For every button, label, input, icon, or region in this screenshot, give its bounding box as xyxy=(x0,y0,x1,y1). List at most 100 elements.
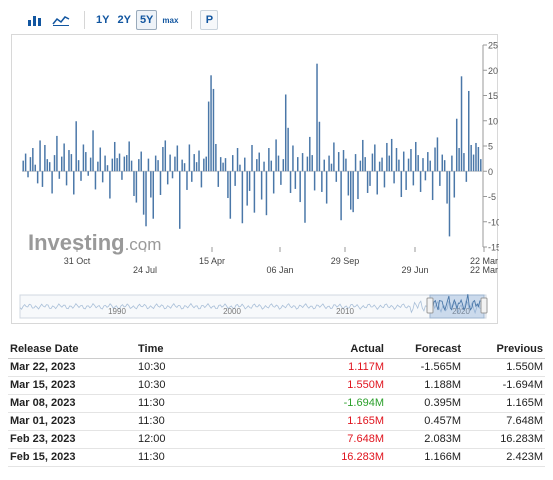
chart-bar xyxy=(280,171,282,185)
x-tick-label: 31 Oct xyxy=(64,256,91,266)
chart-bar xyxy=(48,162,51,172)
chart-bar xyxy=(405,171,407,190)
chart-bar xyxy=(157,160,159,172)
chart-bar xyxy=(345,158,347,172)
chart-bar xyxy=(342,150,345,172)
chart-bar xyxy=(371,153,374,172)
chart-bar xyxy=(236,148,239,172)
chart-bar xyxy=(181,159,183,172)
chart-bar xyxy=(374,144,376,172)
chart-bar xyxy=(65,171,68,186)
chart-bar xyxy=(195,162,198,172)
chart-bar xyxy=(210,75,212,172)
release-date: Mar 22, 2023 xyxy=(8,358,136,377)
actual-value: 7.648M xyxy=(256,430,386,449)
chart-bar xyxy=(265,171,268,216)
chart-bar xyxy=(439,171,441,186)
chart-bar xyxy=(395,148,398,172)
chart-bar xyxy=(451,155,453,172)
chart-bar xyxy=(130,160,133,172)
table-row: Mar 22, 2023 10:30 1.117M -1.565M 1.550M xyxy=(8,358,545,377)
range-max-button[interactable]: max xyxy=(162,15,179,25)
navigator-handle[interactable] xyxy=(480,297,488,314)
navigator-handle[interactable] xyxy=(426,297,434,314)
chart-bar xyxy=(263,161,265,172)
toolbar-divider xyxy=(191,11,193,29)
table-row: Mar 01, 2023 11:30 1.165M 0.457M 7.648M xyxy=(8,412,545,431)
header-actual: Actual xyxy=(256,340,386,359)
range-1y-button[interactable]: 1Y xyxy=(96,14,110,26)
navigator-label: 1990 xyxy=(108,307,126,316)
bar-chart-icon[interactable] xyxy=(24,10,46,30)
release-date: Mar 15, 2023 xyxy=(8,376,136,395)
chart-bar xyxy=(287,127,289,172)
chart-bar xyxy=(94,171,97,190)
chart-bar xyxy=(135,171,138,203)
chart-bar xyxy=(111,158,114,172)
chart-bar xyxy=(234,171,236,186)
forecast-value: 2.083M xyxy=(386,430,463,449)
chart-bar xyxy=(362,139,364,172)
chart-container: Investing.com 25 20 15 10 5 0 -5 -10 -15 31 Oct 15 … xyxy=(11,34,499,324)
table-row: Feb 23, 2023 12:00 7.648M 2.083M 16.283M xyxy=(8,430,545,449)
range-5y-button[interactable]: 5Y xyxy=(135,10,158,30)
release-time: 11:30 xyxy=(136,412,256,431)
chart-bar xyxy=(366,171,369,193)
chart-bar xyxy=(400,171,403,198)
chart-bar xyxy=(333,142,335,172)
previous-value: 1.550M xyxy=(463,358,545,377)
chart-bar xyxy=(431,171,434,201)
chart-bar xyxy=(253,171,256,213)
chart-bar xyxy=(215,143,217,172)
chart-bar xyxy=(415,141,417,172)
chart-bar xyxy=(277,155,280,172)
chart-bar xyxy=(268,148,270,172)
chart-bar xyxy=(32,148,34,172)
chart-bar xyxy=(470,144,472,172)
y-tick-label: 25 xyxy=(488,41,498,51)
chart-bar xyxy=(364,157,366,172)
y-tick-label: 20 xyxy=(488,66,498,76)
p-button[interactable]: P xyxy=(200,10,219,30)
chart-bar xyxy=(34,164,36,172)
chart-bar xyxy=(123,156,126,172)
chart-bar xyxy=(229,171,232,219)
chart-bar xyxy=(477,147,480,172)
chart-bar xyxy=(369,171,371,186)
chart-bar xyxy=(60,156,63,172)
chart-bar xyxy=(378,161,381,172)
chart-bar xyxy=(458,148,460,172)
chart-toolbar: 1Y 2Y 5Y max P xyxy=(24,10,219,30)
y-tick-label: -15 xyxy=(488,243,499,253)
chart-bar xyxy=(82,144,85,172)
y-tick-label: 15 xyxy=(488,91,498,101)
chart-bar xyxy=(388,155,391,172)
chart-bar xyxy=(154,155,157,172)
x-tick-label: 15 Apr xyxy=(199,256,225,266)
chart-bar xyxy=(352,171,354,213)
chart-bar xyxy=(337,152,340,172)
chart-bar xyxy=(393,171,395,184)
navigator-label: 2020 xyxy=(452,307,470,316)
actual-value: -1.694M xyxy=(256,394,386,413)
chart-bar xyxy=(162,147,164,172)
chart-bar xyxy=(325,171,328,204)
toolbar-divider xyxy=(84,11,85,29)
range-2y-button[interactable]: 2Y xyxy=(117,14,131,26)
actual-value: 1.550M xyxy=(256,376,386,395)
forecast-value: 0.395M xyxy=(386,394,463,413)
chart-bar xyxy=(145,171,147,227)
chart-bar xyxy=(390,138,393,172)
chart-bar xyxy=(200,171,203,188)
chart-bar xyxy=(246,171,248,206)
x-tick-label: 24 Jul xyxy=(133,265,157,275)
x-tick-label: 29 Jun xyxy=(401,265,428,275)
chart-bar xyxy=(256,159,258,172)
previous-value: 7.648M xyxy=(463,412,545,431)
chart-bar xyxy=(212,88,215,172)
line-chart-icon[interactable] xyxy=(50,10,72,30)
chart-bar xyxy=(198,150,200,172)
chart-bar xyxy=(272,171,275,194)
chart-bar xyxy=(381,157,383,172)
chart-bar xyxy=(166,171,169,185)
